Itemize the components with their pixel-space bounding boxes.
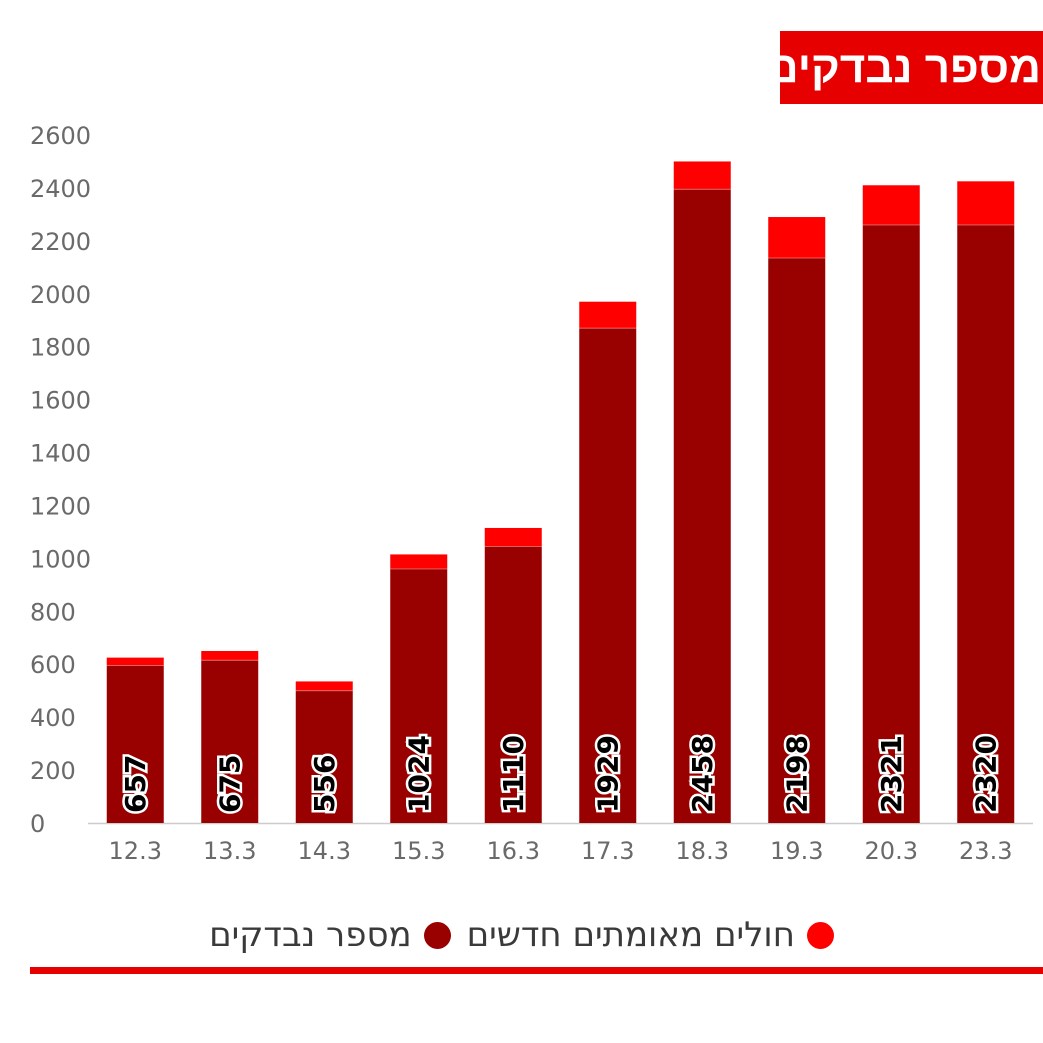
bar-confirmed [768,217,826,259]
bar-confirmed [957,181,1015,225]
data-label: 2458 [686,735,719,813]
x-tick-label: 13.3 [203,837,256,865]
bottom-divider [30,967,1043,974]
bar-tested [295,690,353,823]
x-tick-label: 15.3 [392,837,445,865]
bar-confirmed [484,527,542,547]
x-tick-label: 18.3 [676,837,729,865]
chart-title: מספר נבדקים [780,31,1043,104]
y-tick-label: 1200 [30,492,91,520]
x-tick-label: 14.3 [298,837,351,865]
chart-title-text: מספר נבדקים [780,43,1041,92]
bar-tested [201,660,259,823]
bar-tested [579,328,637,823]
x-tick-label: 23.3 [959,837,1012,865]
bar-confirmed [673,161,731,190]
y-tick-label: 2400 [30,175,91,203]
y-tick-label: 1600 [30,387,91,415]
y-tick-label: 0 [30,810,45,838]
data-label: 2198 [780,735,813,813]
bar-confirmed [579,301,637,329]
legend-item-confirmed: חולים מאומתים חדשים [467,915,834,955]
bar-tested [768,258,826,823]
x-tick-label: 20.3 [865,837,918,865]
bar-tested [957,224,1015,823]
data-label: 675 [213,755,246,813]
bar-tested [106,665,164,823]
bar-confirmed [295,681,353,691]
legend-dot-confirmed [806,921,834,949]
x-tick-label: 12.3 [109,837,162,865]
x-tick-label: 17.3 [581,837,634,865]
legend-dot-tested [423,921,451,949]
bar-confirmed [106,657,164,666]
y-tick-label: 2600 [30,122,91,150]
data-label: 2320 [969,735,1002,813]
bar-tested [862,224,920,823]
y-tick-label: 600 [30,651,76,679]
x-tick-label: 19.3 [770,837,823,865]
data-label: 657 [119,755,152,813]
y-tick-label: 2000 [30,281,91,309]
y-tick-label: 400 [30,704,76,732]
y-tick-label: 1400 [30,440,91,468]
y-tick-label: 1000 [30,545,91,573]
legend: חולים מאומתים חדשים מספר נבדקים [0,905,1043,965]
y-tick-label: 2200 [30,228,91,256]
bar-confirmed [862,185,920,225]
data-label: 1929 [591,735,624,813]
legend-label-tested: מספר נבדקים [209,915,412,955]
bar-tested [390,568,448,823]
stacked-bar-chart: 0 200 400 600 800 1000 1200 1400 1600 1800 2000 220… [30,122,1033,865]
y-tick-label: 1800 [30,334,91,362]
data-label: 2321 [875,735,908,813]
data-label: 1110 [497,735,530,813]
y-tick-label: 200 [30,757,76,785]
bar-confirmed [390,554,448,569]
data-label: 1024 [402,735,435,813]
legend-label-confirmed: חולים מאומתים חדשים [466,915,795,955]
legend-item-tested: מספר נבדקים [209,915,451,955]
bar-tested [673,189,731,823]
x-tick-label: 16.3 [487,837,540,865]
bar-tested [484,546,542,823]
y-tick-label: 800 [30,598,76,626]
bar-confirmed [201,651,259,661]
data-label: 556 [308,755,341,813]
